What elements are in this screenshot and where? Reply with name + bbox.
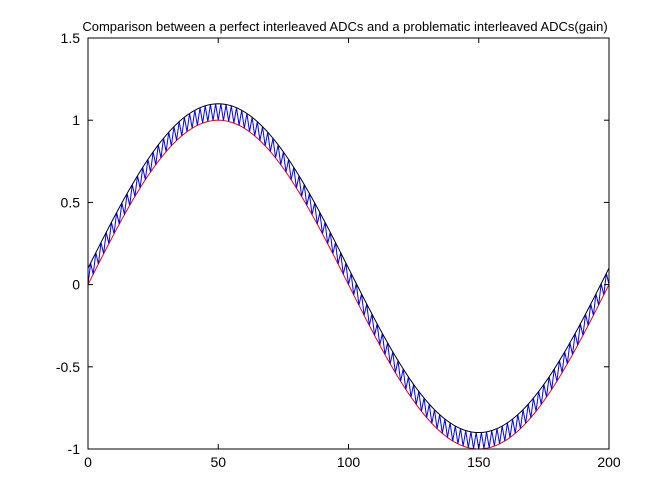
y-tick-label: 0 <box>72 277 80 293</box>
y-tick-label: 0.5 <box>61 194 81 210</box>
x-tick-label: 50 <box>210 454 226 470</box>
plot-area <box>88 38 609 449</box>
series-line-1 <box>87 103 610 450</box>
chart-title: Comparison between a perfect interleaved… <box>82 19 607 34</box>
x-tick-label: 150 <box>467 454 491 470</box>
y-tick-label: 1 <box>72 112 80 128</box>
y-tick-label: -0.5 <box>56 359 80 375</box>
x-tick-label: 0 <box>84 454 92 470</box>
axis-layer: 0 50 100 150 200 -1 -0.5 0 0.5 1 1.5 <box>56 30 621 470</box>
y-tick-label: -1 <box>68 441 81 457</box>
x-tick-label: 200 <box>597 454 621 470</box>
y-tick-label: 1.5 <box>61 30 81 46</box>
series-line-2 <box>87 103 610 434</box>
x-tick-label: 100 <box>337 454 361 470</box>
series-layer <box>87 103 610 450</box>
